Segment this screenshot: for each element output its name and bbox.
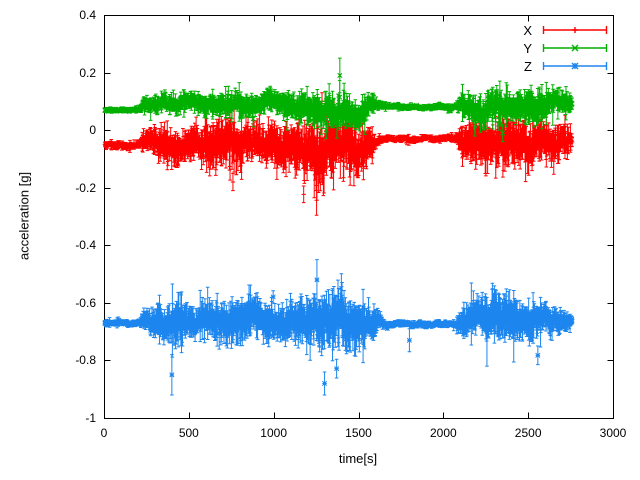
x-tick-label: 500 <box>178 426 199 440</box>
y-tick-label: -0.4 <box>75 238 96 253</box>
y-axis-title: acceleration [g] <box>16 171 32 261</box>
y-tick-label: 0.4 <box>79 8 96 22</box>
y-tick-label: -0.2 <box>75 180 96 195</box>
y-tick-label: -1 <box>85 411 96 425</box>
legend-label-x: X <box>523 22 532 38</box>
y-tick-label: 0 <box>89 123 96 138</box>
x-tick-label: 2000 <box>429 426 457 440</box>
legend-label-y: Y <box>523 40 532 56</box>
x-tick-label: 3000 <box>599 426 627 440</box>
legend-sample-y-icon <box>542 44 608 52</box>
x-axis-title: time[s] <box>338 451 378 466</box>
legend-entry-x: X <box>523 21 608 39</box>
y-tick-label: -0.8 <box>75 353 96 368</box>
legend-entry-y: Y <box>523 39 608 57</box>
x-tick-label: 1000 <box>260 426 288 440</box>
legend-sample-x-icon <box>542 26 608 34</box>
y-tick-label: 0.2 <box>79 65 96 80</box>
x-tick-label: 1500 <box>345 426 372 440</box>
legend-label-z: Z <box>524 58 532 74</box>
y-tick-label: -0.6 <box>75 295 96 310</box>
legend-entry-z: Z <box>523 57 608 75</box>
x-tick-label: 0 <box>100 426 108 440</box>
legend-sample-z-icon <box>542 62 608 70</box>
x-tick-label: 2500 <box>514 426 542 440</box>
